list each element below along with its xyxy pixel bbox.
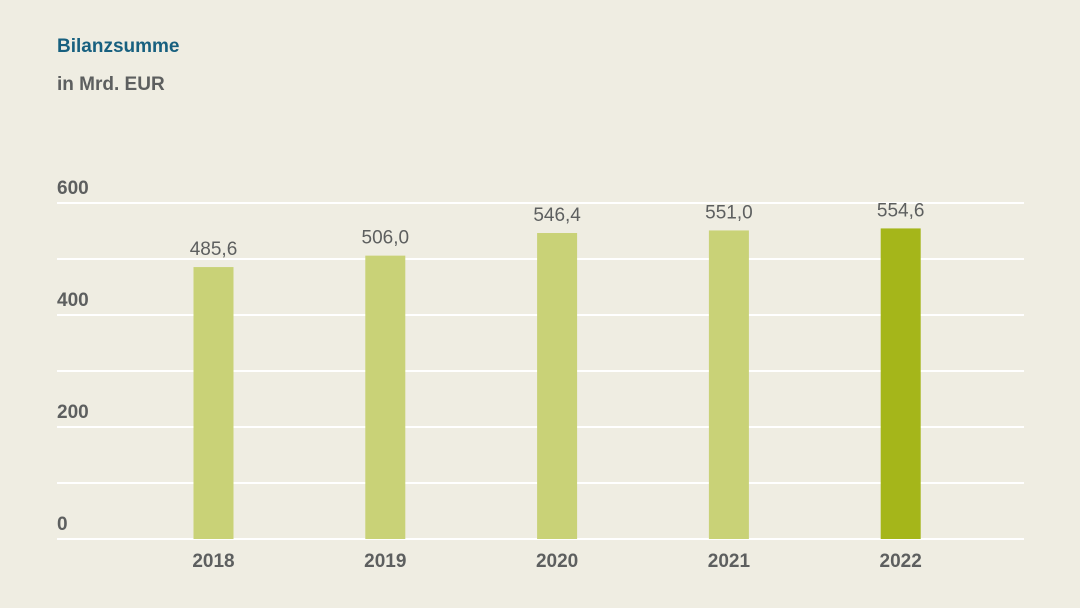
chart-title: Bilanzsumme (57, 36, 180, 57)
x-tick-label: 2020 (536, 551, 578, 572)
data-label: 554,6 (877, 200, 925, 221)
chart-subtitle: in Mrd. EUR (57, 74, 165, 95)
y-tick-label: 400 (57, 290, 89, 311)
bar (537, 233, 578, 540)
y-tick-label: 0 (57, 514, 68, 535)
data-label: 546,4 (533, 205, 581, 226)
bar (193, 267, 234, 539)
data-label: 506,0 (362, 228, 410, 249)
x-tick-label: 2021 (708, 551, 751, 572)
bar (365, 255, 406, 539)
bar (708, 230, 749, 539)
data-label: 485,6 (190, 239, 238, 260)
y-tick-label: 600 (57, 178, 89, 199)
x-tick-label: 2022 (880, 551, 922, 572)
x-tick-label: 2018 (192, 551, 234, 572)
data-label: 551,0 (705, 202, 753, 223)
x-tick-label: 2019 (364, 551, 406, 572)
y-tick-label: 200 (57, 402, 89, 423)
bar (880, 228, 921, 539)
